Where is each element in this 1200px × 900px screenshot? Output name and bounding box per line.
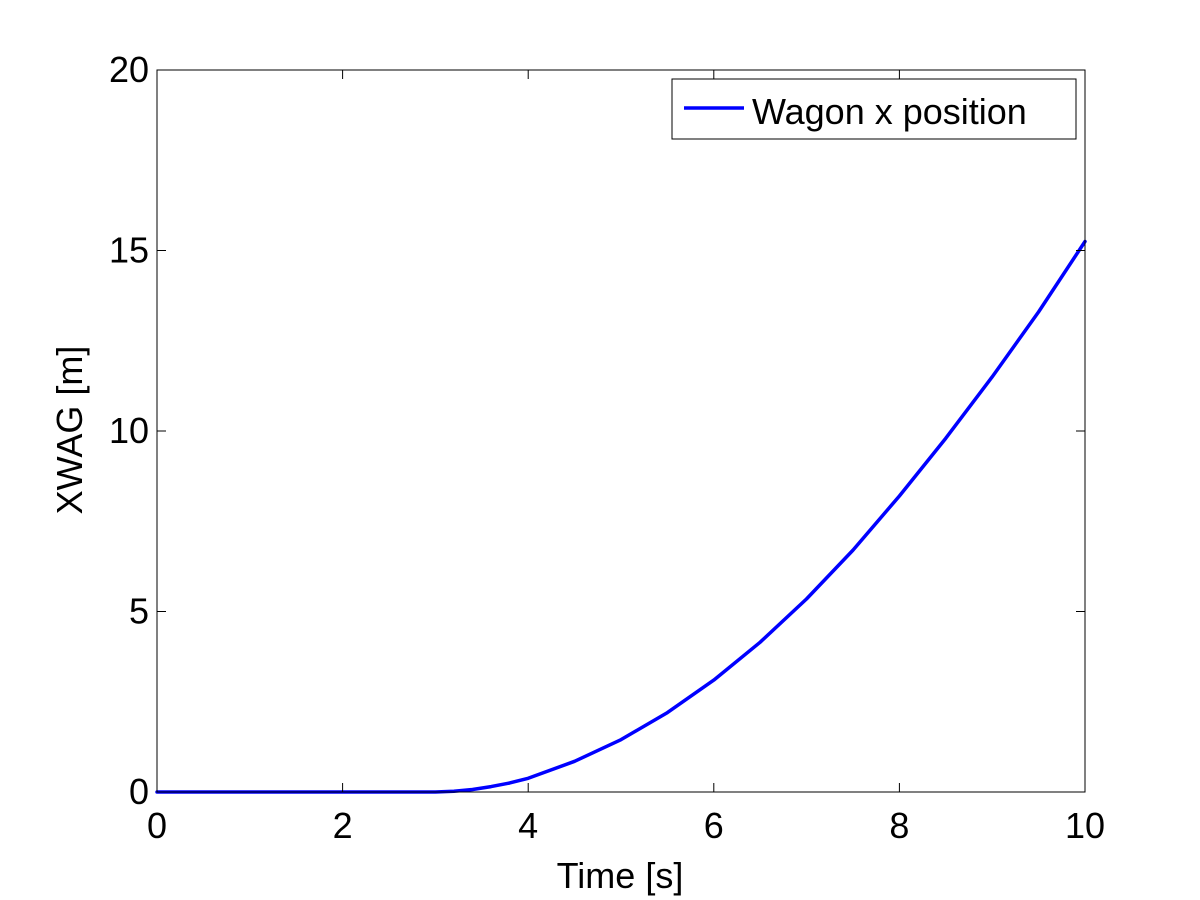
- y-tick-label: 20: [109, 49, 149, 90]
- x-tick-label: 4: [518, 805, 538, 846]
- x-tick-label: 2: [333, 805, 353, 846]
- x-tick-label: 0: [147, 805, 167, 846]
- x-tick-label: 10: [1065, 805, 1105, 846]
- y-tick-label: 0: [129, 771, 149, 812]
- x-tick-label: 6: [704, 805, 724, 846]
- y-tick-label: 10: [109, 410, 149, 451]
- x-axis-label: Time [s]: [557, 855, 684, 896]
- y-tick-label: 5: [129, 591, 149, 632]
- axes: 0 2 4 6 8 10 0 5 10 15 20: [109, 49, 1105, 846]
- x-tick-label: 8: [889, 805, 909, 846]
- y-axis-label: XWAG [m]: [49, 346, 90, 515]
- legend: Wagon x position: [671, 78, 1077, 140]
- legend-label: Wagon x position: [752, 91, 1027, 132]
- y-tick-label: 15: [109, 230, 149, 271]
